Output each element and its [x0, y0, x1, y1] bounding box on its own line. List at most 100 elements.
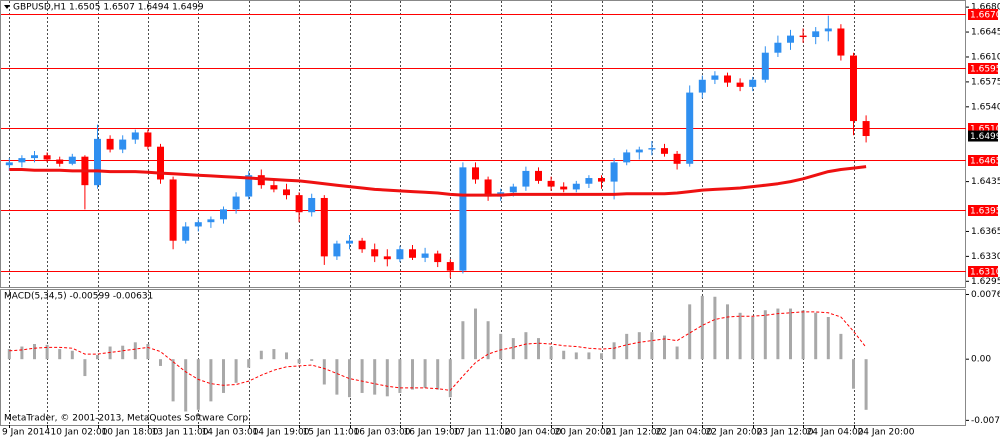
candle-body — [598, 178, 605, 182]
macd-bar — [650, 332, 654, 360]
x-tick-label: 20 Jan 04:00 — [505, 428, 562, 438]
macd-bar — [348, 359, 351, 398]
candle-body — [434, 253, 442, 263]
x-tick-label: 24 Jan 20:00 — [858, 428, 915, 438]
level-label: 1.6465 — [970, 157, 1000, 167]
x-tick-label: 16 Jan 03:00 — [354, 428, 411, 438]
candle-body — [56, 159, 64, 164]
x-tick-label: 24 Jan 04:00 — [807, 428, 864, 438]
y-tick-label: 1.6575 — [971, 77, 1000, 87]
macd-bar — [436, 359, 440, 390]
candle-body — [509, 186, 517, 193]
x-tick-label: 17 Jan 11:00 — [454, 428, 511, 438]
candle-body — [472, 167, 479, 180]
x-tick-label: 22 Jan 04:00 — [656, 428, 713, 438]
macd-bar — [814, 312, 818, 360]
watermark: MetaTrader, © 2001-2013, MetaQuotes Soft… — [4, 414, 251, 424]
x-tick-label: 22 Jan 20:00 — [706, 428, 763, 438]
macd-bar — [751, 317, 755, 360]
macd-bar — [625, 333, 629, 360]
level-label-box — [968, 266, 998, 277]
candle-body — [283, 189, 290, 196]
y-tick-label: 1.6435 — [971, 177, 1000, 187]
x-tick-label: 10 Jan 02:00 — [51, 428, 108, 438]
macd-bar — [574, 352, 578, 360]
candle-body — [43, 155, 51, 160]
marks — [5, 15, 870, 412]
macd-bar — [852, 359, 855, 389]
macd-bar — [272, 349, 276, 360]
candle-body — [459, 167, 467, 271]
macd-y-tick-label: 0.00767 — [971, 290, 1000, 300]
macd-bar — [83, 359, 87, 377]
macd-bar — [310, 359, 314, 361]
candle-body — [31, 155, 38, 159]
candle-body — [560, 186, 568, 190]
candle-body — [106, 138, 114, 150]
macd-bar — [7, 349, 11, 360]
x-tick-label: 14 Jan 03:00 — [202, 428, 259, 438]
candle-body — [824, 28, 832, 32]
x-tick-label: 23 Jan 12:00 — [757, 428, 814, 438]
macd-y-tick-label: -0.00725 — [971, 416, 1000, 426]
candle-body — [157, 146, 164, 180]
candle-body — [535, 170, 542, 181]
candle-body — [409, 249, 416, 258]
level-label: 1.6395 — [970, 207, 1000, 217]
candle-body — [396, 249, 404, 260]
candle-body — [232, 196, 240, 210]
candle-body — [308, 197, 316, 213]
candle-body — [698, 79, 706, 93]
macd-bar — [789, 308, 792, 360]
y-tick-label: 1.6680 — [971, 3, 1000, 13]
candle-body — [333, 243, 341, 257]
level-label-box — [968, 155, 998, 166]
macd-bar — [411, 359, 414, 390]
macd-bar — [222, 359, 225, 393]
macd-bar — [801, 310, 805, 360]
macd-bar — [360, 359, 364, 393]
candle-body — [18, 158, 26, 163]
x-tick-label: 16 Jan 19:00 — [404, 428, 461, 438]
x-tick-label: 20 Jan 20:00 — [555, 428, 612, 438]
macd-bar — [259, 350, 263, 360]
macd-bar — [45, 344, 49, 360]
candle-body — [787, 35, 794, 43]
candle-body — [711, 75, 719, 80]
candle-body — [648, 148, 656, 150]
candle-body — [812, 31, 820, 38]
candle-body — [484, 179, 492, 197]
candle-body — [623, 152, 631, 163]
moving-average — [9, 165, 867, 197]
macd-bar — [675, 346, 679, 360]
candle-body — [736, 82, 744, 87]
macd-bar — [335, 359, 339, 395]
candle-body — [850, 55, 857, 122]
macd-bar — [587, 352, 591, 360]
level-label: 1.6670 — [970, 11, 1000, 21]
macd-bar — [385, 359, 389, 397]
candle-body — [358, 240, 366, 250]
macd-bar — [247, 359, 251, 368]
candle-body — [749, 79, 757, 87]
macd-bar — [511, 338, 515, 360]
candle-body — [799, 35, 807, 38]
macd-bar — [738, 312, 742, 360]
macd-bar — [562, 350, 566, 360]
candle-body — [194, 222, 202, 227]
x-tick-label: 21 Jan 12:00 — [606, 428, 663, 438]
candle-body — [862, 121, 870, 137]
y-tick-label: 1.6610 — [971, 52, 1000, 62]
macd-bar — [486, 321, 490, 360]
candle-body — [131, 132, 139, 140]
chart-title: GBPUSD,H1 1.6505 1.6507 1.6494 1.6499 — [13, 3, 204, 13]
level-label-box — [968, 205, 998, 216]
candle-body — [245, 175, 253, 197]
macd-bar — [171, 359, 175, 402]
candle-body — [547, 180, 555, 187]
candle-body — [572, 183, 580, 190]
x-tick-label: 14 Jan 19:00 — [253, 428, 310, 438]
level-label-box — [968, 9, 998, 20]
macd-label: MACD(5,34,5) -0.00599 -0.00631 — [4, 292, 153, 302]
